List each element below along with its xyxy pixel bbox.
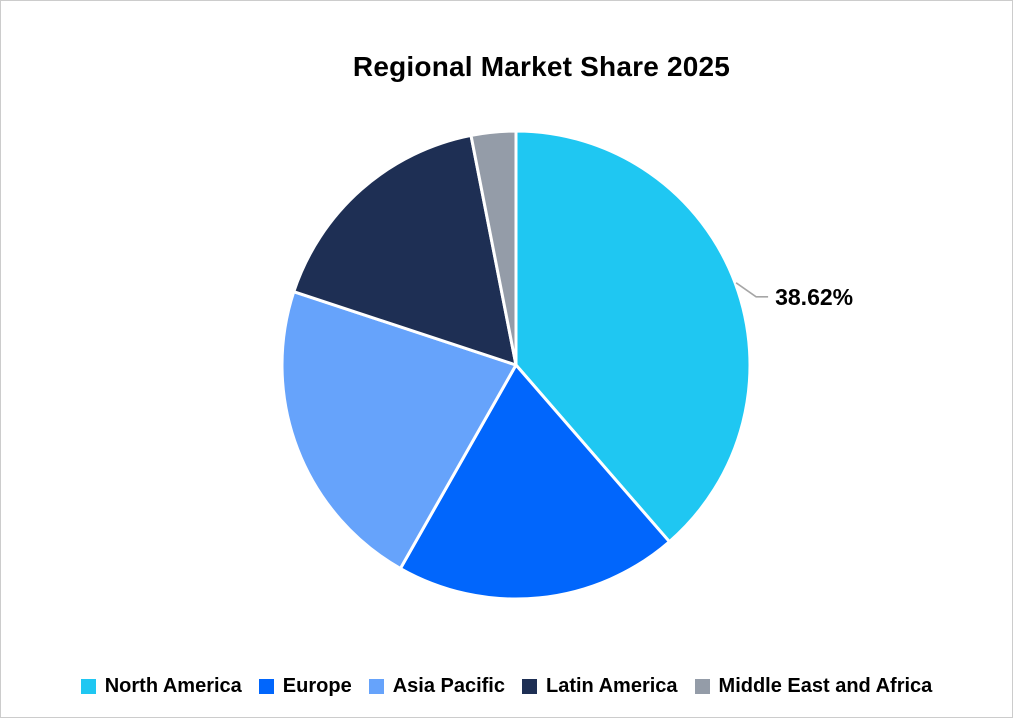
pie-slice-asia-pacific[interactable]: [280, 290, 518, 570]
pie-slice-latin-america[interactable]: [292, 133, 518, 367]
pie-slice-middle-east-and-africa[interactable]: [469, 129, 518, 367]
pie-slice-north-america[interactable]: [514, 129, 752, 544]
legend-item-north-america[interactable]: North America: [80, 675, 242, 698]
leader-line-north-america: [735, 282, 769, 298]
data-label-north-america: 38.62%: [775, 284, 853, 310]
legend-swatch-europe: [258, 679, 274, 694]
legend-label: North America: [104, 675, 242, 697]
legend-item-asia-pacific[interactable]: Asia Pacific: [368, 675, 505, 698]
legend-item-middle-east-and-africa[interactable]: Middle East and Africa: [694, 675, 933, 698]
legend-label: Asia Pacific: [392, 675, 505, 697]
legend-label: Latin America: [546, 675, 678, 697]
pie-slice-europe[interactable]: [398, 363, 671, 601]
legend-swatch-asia-pacific: [368, 679, 384, 694]
legend-swatch-middle-east-and-africa: [694, 679, 710, 694]
chart-legend: North America Europe Asia Pacific Latin Ame…: [1, 675, 1012, 698]
chart-title: Regional Market Share 2025: [352, 51, 731, 82]
legend-swatch-latin-america: [522, 679, 537, 694]
legend-label: Europe: [282, 675, 352, 697]
legend-swatch-north-america: [80, 679, 96, 694]
legend-label: Middle East and Africa: [718, 675, 933, 697]
legend-item-europe[interactable]: Europe: [258, 675, 352, 698]
legend-item-latin-america[interactable]: Latin America: [522, 675, 678, 698]
